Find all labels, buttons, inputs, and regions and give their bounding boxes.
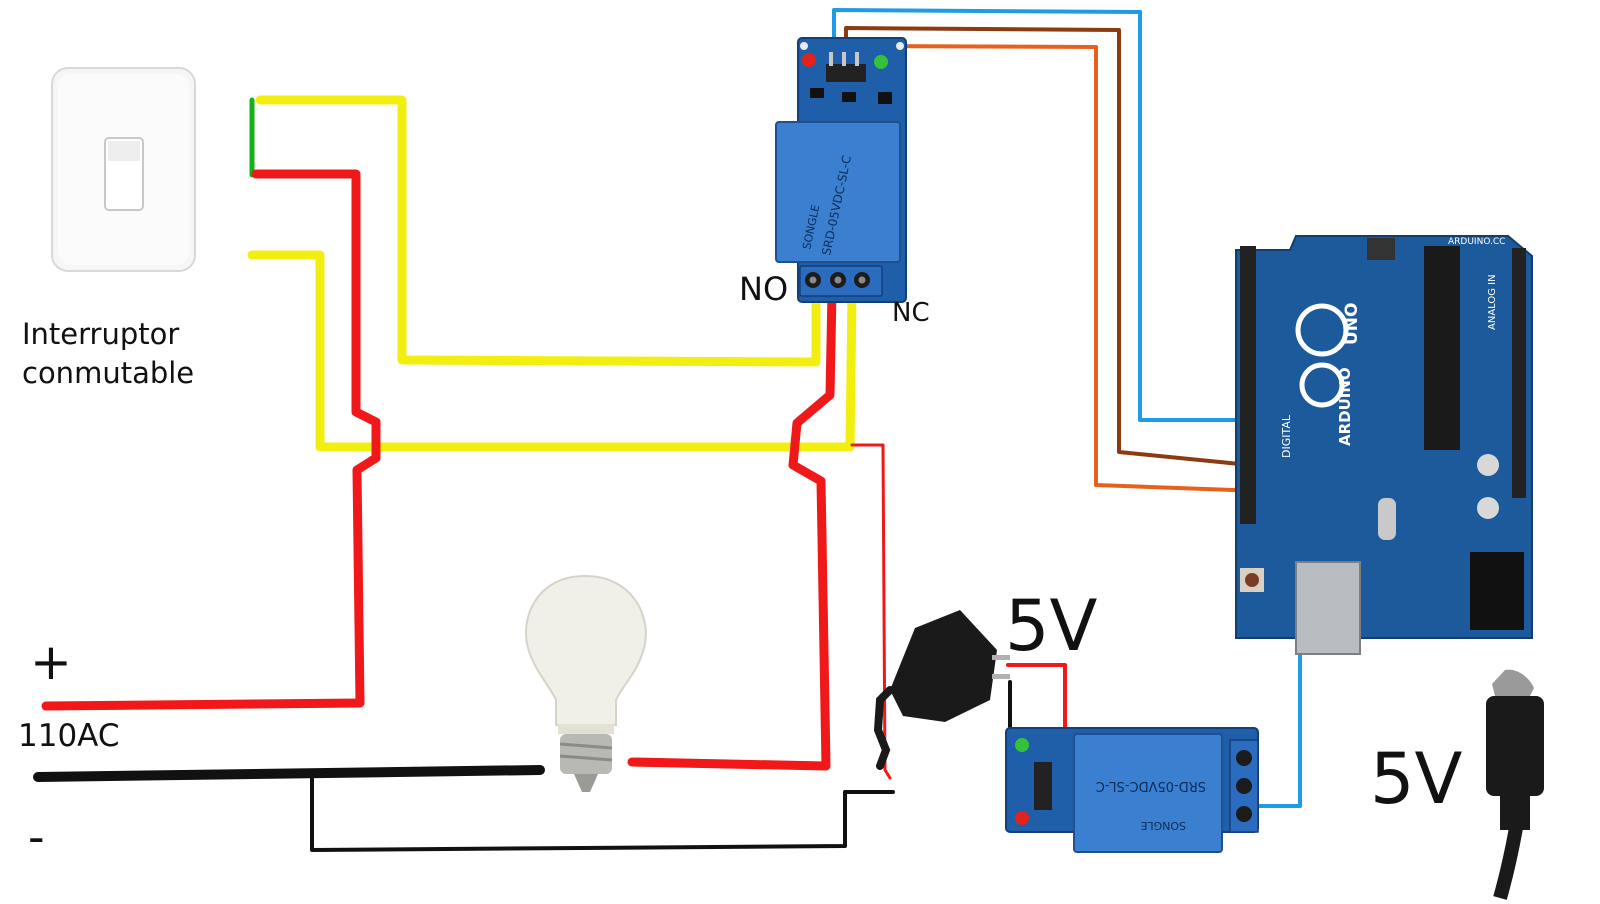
arduino-analog-text: ANALOG IN	[1487, 274, 1498, 330]
relay-red-led	[802, 53, 816, 67]
usb-port	[1295, 561, 1361, 655]
barrel-voltage-label: 5V	[1370, 738, 1463, 820]
arduino-digital-text: DIGITAL	[1280, 414, 1293, 458]
ac-voltage-label: 110AC	[18, 718, 120, 754]
dc-jack	[1470, 552, 1524, 630]
power-adapter	[873, 610, 1010, 770]
relay-green-led	[874, 55, 888, 69]
bottom-relay-brand-text: SONGLE	[1140, 819, 1186, 832]
relay-nc-label: NC	[892, 298, 930, 328]
arduino-uno: UNO ARDUINO DIGITAL ANALOG IN ARDUINO.CC	[1235, 235, 1533, 655]
bottom-relay-module: SRD-05VDC-SL-C SONGLE	[1005, 727, 1259, 853]
switch-label-line2: conmutable	[22, 356, 195, 390]
bottom-relay-green-led	[1015, 738, 1029, 752]
reset-button	[1245, 573, 1259, 587]
blue-wire-signal	[832, 8, 1254, 422]
brown-wire-gnd	[844, 26, 1262, 468]
light-bulb	[524, 574, 647, 792]
wires	[33, 8, 1502, 852]
switch-label: Interruptor conmutable	[22, 315, 194, 393]
arduino-brand-text: ARDUINO	[1336, 367, 1354, 446]
relay-coil-box	[775, 121, 901, 263]
black-wire-adapter	[310, 774, 895, 852]
light-switch	[51, 67, 196, 272]
yellow-wire-nc	[247, 250, 857, 452]
bottom-relay-part-text: SRD-05VDC-SL-C	[1096, 778, 1206, 793]
red-wire-lamp	[627, 287, 837, 771]
ac-minus-label: -	[28, 810, 45, 864]
crystal	[1378, 498, 1396, 540]
relay-no-label: NO	[739, 270, 789, 308]
bottom-relay-red-led	[1015, 811, 1029, 825]
adapter-voltage-label: 5V	[1005, 585, 1098, 667]
adapter-prong	[992, 655, 1010, 660]
top-relay-module: SRD-05VDC-SL-C SONGLE	[775, 37, 907, 303]
bulb-base	[560, 734, 612, 774]
arduino-logo	[1295, 303, 1349, 357]
red-wire-adapter	[850, 443, 892, 780]
atmega-chip	[1424, 246, 1460, 450]
black-wire-neutral	[33, 765, 545, 782]
red-wire-phase	[41, 169, 381, 711]
arduino-site-text: ARDUINO.CC	[1448, 237, 1505, 247]
yellow-wire-no	[255, 95, 821, 367]
barrel-plug	[1486, 669, 1544, 900]
bottom-relay-coil	[1073, 733, 1223, 853]
ac-plus-label: +	[30, 633, 72, 691]
switch-label-line1: Interruptor	[22, 317, 180, 351]
arduino-model-text: UNO	[1342, 303, 1362, 345]
